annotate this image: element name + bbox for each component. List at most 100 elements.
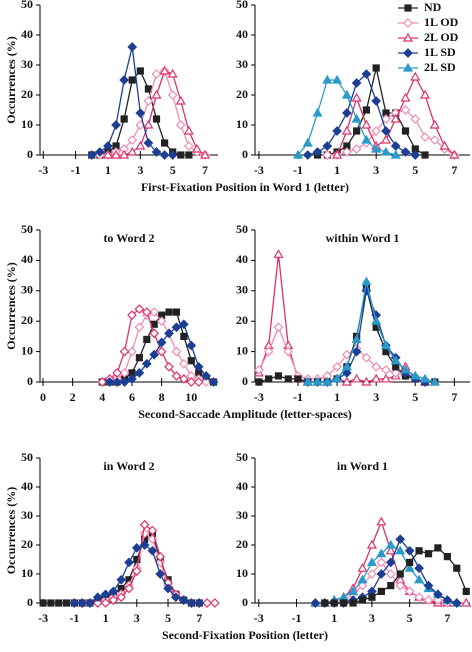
- x-tick-label: 5: [412, 163, 418, 177]
- y-tick-label: 50: [236, 0, 248, 11]
- marker: [361, 134, 372, 144]
- marker: [443, 552, 451, 561]
- marker: [351, 346, 362, 357]
- marker: [332, 373, 343, 383]
- marker: [410, 150, 421, 160]
- x-tick-label: 4: [99, 390, 105, 404]
- x-tick-label: 7: [196, 611, 202, 625]
- marker: [322, 376, 333, 386]
- marker: [353, 127, 361, 135]
- marker: [376, 569, 387, 579]
- marker: [161, 139, 169, 147]
- marker: [429, 135, 440, 145]
- marker: [116, 574, 127, 585]
- marker: [156, 346, 167, 357]
- marker: [139, 540, 150, 550]
- marker: [390, 113, 401, 123]
- marker: [179, 374, 189, 384]
- legend-label: ND: [424, 0, 442, 14]
- marker: [183, 125, 194, 135]
- marker: [155, 569, 166, 579]
- marker: [86, 150, 97, 160]
- x-tick-label: 3: [373, 390, 379, 404]
- marker: [402, 62, 414, 72]
- marker: [385, 539, 396, 549]
- marker: [112, 377, 122, 387]
- marker: [108, 595, 119, 605]
- x-tick-label: 5: [165, 611, 171, 625]
- marker: [385, 557, 396, 568]
- y-tick-label: 20: [21, 87, 33, 101]
- marker: [341, 125, 352, 135]
- marker: [380, 373, 391, 383]
- marker: [284, 375, 292, 383]
- marker: [134, 368, 145, 378]
- y-tick-label: 10: [236, 343, 248, 357]
- marker: [414, 563, 424, 574]
- marker: [404, 586, 415, 597]
- marker: [263, 346, 274, 357]
- y-tick-label: 10: [236, 117, 248, 131]
- x-tick-label: -1: [293, 390, 303, 404]
- marker: [187, 357, 195, 365]
- marker: [69, 598, 80, 608]
- marker: [127, 135, 138, 145]
- marker: [180, 332, 188, 340]
- marker: [361, 69, 372, 79]
- marker: [341, 361, 352, 371]
- marker: [274, 372, 283, 380]
- marker: [85, 598, 95, 608]
- marker: [357, 574, 368, 584]
- marker: [341, 376, 352, 386]
- marker: [429, 376, 440, 386]
- marker: [124, 583, 134, 594]
- y-tick-label: 40: [236, 27, 248, 41]
- marker: [332, 361, 342, 372]
- y-tick-label: 20: [236, 313, 248, 327]
- marker: [143, 119, 154, 129]
- marker: [136, 67, 144, 75]
- marker: [415, 547, 423, 555]
- marker: [210, 598, 220, 608]
- marker: [461, 597, 472, 607]
- marker: [147, 545, 158, 556]
- x-tick-label: 7: [444, 611, 450, 625]
- marker: [127, 374, 137, 384]
- y-tick-label: 0: [242, 374, 248, 388]
- marker: [403, 48, 413, 58]
- x-tick-label: 5: [412, 390, 418, 404]
- y-tick-label: 10: [21, 117, 33, 131]
- marker: [292, 149, 304, 159]
- marker: [376, 548, 387, 558]
- marker: [330, 599, 338, 607]
- marker: [163, 583, 173, 594]
- marker: [371, 361, 382, 372]
- marker: [143, 96, 154, 106]
- marker: [434, 544, 442, 552]
- marker: [135, 354, 143, 362]
- marker: [371, 143, 382, 153]
- marker: [208, 377, 219, 387]
- marker: [410, 71, 421, 81]
- y-tick-label: 30: [21, 57, 33, 71]
- marker: [442, 595, 453, 605]
- marker: [171, 322, 182, 333]
- marker: [77, 598, 88, 608]
- marker: [342, 108, 352, 118]
- marker: [351, 334, 362, 344]
- marker: [171, 371, 182, 381]
- x-tick-label: 6: [129, 390, 135, 404]
- x-tick-label: 3: [134, 611, 140, 625]
- marker: [406, 558, 414, 567]
- marker: [410, 370, 421, 380]
- marker: [144, 85, 153, 93]
- marker: [103, 141, 113, 151]
- marker: [128, 76, 136, 84]
- x-tick-label: 7: [451, 390, 457, 404]
- y-tick-label: 20: [236, 537, 248, 551]
- legend-label: 2L SD: [424, 60, 456, 74]
- y-tick-label: 50: [21, 450, 33, 464]
- marker: [396, 570, 404, 578]
- marker: [341, 89, 352, 99]
- marker: [390, 149, 401, 159]
